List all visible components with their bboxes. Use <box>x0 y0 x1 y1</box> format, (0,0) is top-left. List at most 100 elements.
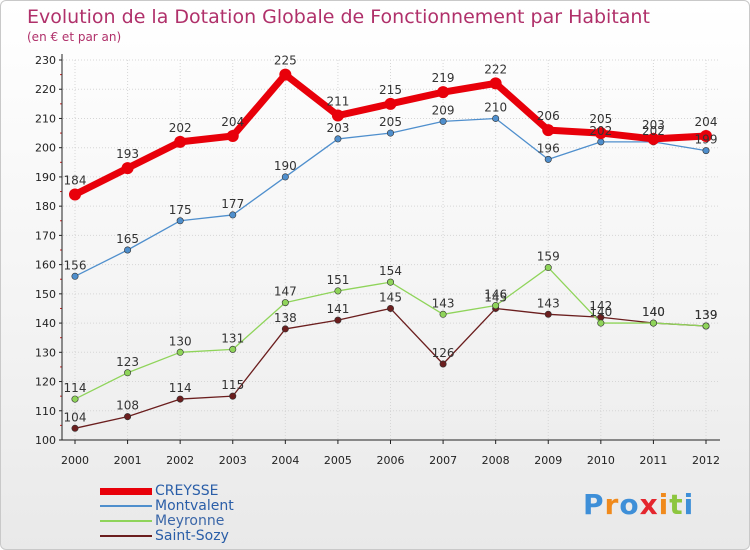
data-point-montvalent <box>702 147 710 155</box>
data-point-saint-sozy <box>71 424 79 432</box>
data-label-saint-sozy: 104 <box>64 410 87 424</box>
legend-label-creysse: CREYSSE <box>155 483 219 499</box>
data-point-creysse <box>542 124 555 137</box>
data-point-meyronne <box>492 302 500 310</box>
data-label-creysse: 204 <box>695 115 718 129</box>
logo-letter: P <box>583 488 605 521</box>
data-label-creysse: 204 <box>221 115 244 129</box>
data-point-saint-sozy <box>281 325 289 333</box>
data-label-montvalent: 203 <box>326 121 349 135</box>
data-label-creysse: 222 <box>484 62 507 76</box>
data-point-meyronne <box>176 348 184 356</box>
data-point-montvalent <box>439 117 447 125</box>
data-point-saint-sozy <box>439 360 447 368</box>
legend-item-meyronne: Meyronne <box>100 513 300 529</box>
data-point-creysse <box>647 132 660 145</box>
data-label-montvalent: 205 <box>379 115 402 129</box>
data-point-saint-sozy <box>386 304 394 312</box>
y-tick-label: 200 <box>35 142 56 155</box>
data-point-creysse <box>331 109 344 122</box>
data-point-creysse <box>174 135 187 148</box>
y-tick-label: 160 <box>35 259 56 272</box>
data-label-meyronne: 114 <box>64 381 87 395</box>
proxiti-logo: Proxiti <box>583 488 694 521</box>
logo-letter: r <box>604 488 620 521</box>
data-point-meyronne <box>439 310 447 318</box>
data-label-creysse: 202 <box>169 121 192 135</box>
legend-item-montvalent: Montvalent <box>100 498 300 514</box>
data-label-meyronne: 154 <box>379 264 402 278</box>
data-point-montvalent <box>492 114 500 122</box>
x-tick-label: 2007 <box>429 454 457 467</box>
y-tick-label: 230 <box>35 54 56 67</box>
data-label-meyronne: 139 <box>695 308 718 322</box>
data-label-saint-sozy: 142 <box>589 299 612 313</box>
data-point-creysse <box>121 162 134 175</box>
logo-letter: t <box>669 488 684 521</box>
x-tick-label: 2010 <box>587 454 615 467</box>
data-point-montvalent <box>176 217 184 225</box>
legend-item-creysse: CREYSSE <box>100 483 300 499</box>
data-point-meyronne <box>597 319 605 327</box>
y-tick-label: 140 <box>35 317 56 330</box>
data-point-meyronne <box>334 287 342 295</box>
data-label-montvalent: 177 <box>221 197 244 211</box>
data-label-creysse: 219 <box>432 71 455 85</box>
x-tick-label: 2005 <box>324 454 352 467</box>
legend-label-meyronne: Meyronne <box>155 513 225 529</box>
data-point-meyronne <box>229 345 237 353</box>
logo-letter: o <box>619 488 640 521</box>
data-label-saint-sozy: 139 <box>695 308 718 322</box>
data-point-creysse <box>69 188 81 201</box>
data-point-meyronne <box>702 322 710 330</box>
x-tick-label: 2003 <box>219 454 247 467</box>
data-label-saint-sozy: 140 <box>642 305 665 319</box>
legend-swatch-meyronne <box>100 520 152 522</box>
legend-swatch-creysse <box>100 487 152 495</box>
data-point-montvalent <box>334 135 342 143</box>
data-point-meyronne <box>386 278 394 286</box>
data-label-meyronne: 140 <box>589 305 612 319</box>
data-label-saint-sozy: 126 <box>432 346 455 360</box>
data-label-saint-sozy: 138 <box>274 311 297 325</box>
data-point-saint-sozy <box>544 310 552 318</box>
data-label-creysse: 215 <box>379 83 402 97</box>
data-label-montvalent: 156 <box>64 258 87 272</box>
y-tick-label: 190 <box>35 171 56 184</box>
data-point-creysse <box>226 130 239 142</box>
data-label-meyronne: 123 <box>116 355 139 369</box>
data-label-saint-sozy: 141 <box>326 302 349 316</box>
logo-letter: i <box>683 488 695 521</box>
x-tick-label: 2006 <box>377 454 405 467</box>
data-label-meyronne: 143 <box>432 296 455 310</box>
data-point-creysse <box>384 97 397 110</box>
y-tick-label: 150 <box>35 288 56 301</box>
data-label-creysse: 225 <box>274 54 297 68</box>
data-point-creysse <box>489 77 502 90</box>
data-label-creysse: 184 <box>64 173 87 187</box>
x-tick-label: 2001 <box>114 454 142 467</box>
data-point-montvalent <box>229 211 237 219</box>
data-label-meyronne: 140 <box>642 305 665 319</box>
legend-swatch-montvalent <box>100 505 152 507</box>
data-label-creysse: 211 <box>326 95 349 109</box>
data-point-montvalent <box>544 155 552 163</box>
data-label-montvalent: 202 <box>642 124 665 138</box>
x-tick-label: 2004 <box>271 454 299 467</box>
data-point-meyronne <box>544 264 552 272</box>
x-tick-label: 2002 <box>166 454 194 467</box>
y-tick-label: 220 <box>35 83 56 96</box>
data-label-montvalent: 210 <box>484 100 507 114</box>
data-label-saint-sozy: 145 <box>484 290 507 304</box>
data-label-montvalent: 196 <box>537 141 560 155</box>
data-label-meyronne: 147 <box>274 285 297 299</box>
data-label-montvalent: 209 <box>432 103 455 117</box>
x-tick-label: 2012 <box>692 454 720 467</box>
data-point-saint-sozy <box>176 395 184 403</box>
data-label-saint-sozy: 115 <box>221 378 244 392</box>
data-point-creysse <box>437 86 450 99</box>
data-point-meyronne <box>71 395 79 403</box>
y-tick-label: 100 <box>35 434 56 447</box>
